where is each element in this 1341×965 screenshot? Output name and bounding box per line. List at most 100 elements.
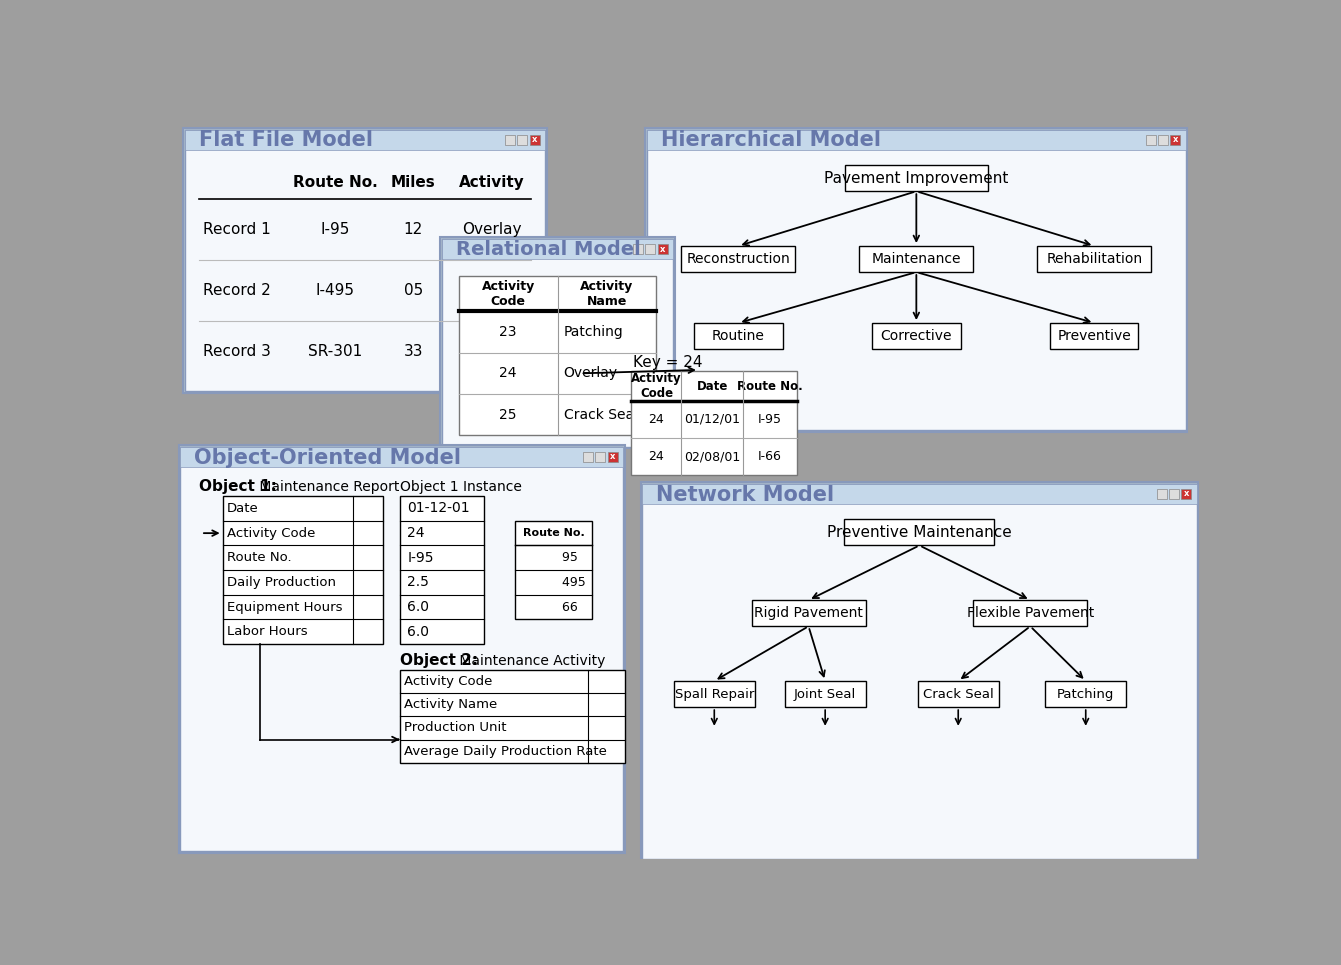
Text: Average Daily Production Rate: Average Daily Production Rate bbox=[404, 745, 607, 758]
FancyBboxPatch shape bbox=[645, 128, 1187, 431]
Text: Date: Date bbox=[227, 502, 259, 515]
Text: Miles: Miles bbox=[390, 175, 436, 189]
Text: 25: 25 bbox=[499, 407, 518, 422]
Text: Key = 24: Key = 24 bbox=[633, 355, 703, 370]
FancyBboxPatch shape bbox=[506, 135, 515, 145]
Text: Object-Oriented Model: Object-Oriented Model bbox=[194, 448, 461, 468]
Text: 24: 24 bbox=[408, 526, 425, 540]
FancyBboxPatch shape bbox=[845, 165, 987, 191]
Text: 6.0: 6.0 bbox=[408, 624, 429, 639]
Text: I-95: I-95 bbox=[408, 551, 434, 565]
Text: 23: 23 bbox=[499, 325, 518, 339]
Text: Preventive Maintenance: Preventive Maintenance bbox=[827, 525, 1012, 539]
Text: Routine: Routine bbox=[712, 329, 764, 343]
FancyBboxPatch shape bbox=[184, 128, 547, 393]
Text: Maintenance: Maintenance bbox=[872, 252, 961, 266]
Text: 24: 24 bbox=[649, 413, 664, 426]
FancyBboxPatch shape bbox=[1145, 135, 1156, 145]
FancyBboxPatch shape bbox=[633, 244, 642, 254]
FancyBboxPatch shape bbox=[223, 496, 382, 644]
Text: Hierarchical Model: Hierarchical Model bbox=[661, 130, 881, 151]
Text: Route No.: Route No. bbox=[227, 551, 292, 565]
Text: 6.0: 6.0 bbox=[408, 600, 429, 614]
Text: Patching: Patching bbox=[563, 325, 624, 339]
Text: x: x bbox=[1173, 135, 1179, 144]
Text: 2.5: 2.5 bbox=[408, 575, 429, 590]
Text: Activity
Code: Activity Code bbox=[632, 372, 681, 400]
FancyBboxPatch shape bbox=[632, 372, 797, 476]
Text: Labor Hours: Labor Hours bbox=[227, 625, 308, 638]
FancyBboxPatch shape bbox=[681, 246, 795, 272]
Text: 95: 95 bbox=[554, 551, 578, 565]
Text: 05: 05 bbox=[404, 283, 422, 298]
Text: I-495: I-495 bbox=[315, 283, 354, 298]
Text: Flat File Model: Flat File Model bbox=[198, 130, 373, 151]
Text: 24: 24 bbox=[649, 451, 664, 463]
FancyBboxPatch shape bbox=[1159, 135, 1168, 145]
FancyBboxPatch shape bbox=[443, 239, 673, 447]
Text: Route No.: Route No. bbox=[523, 528, 585, 538]
Text: x: x bbox=[1184, 489, 1189, 498]
Text: x: x bbox=[610, 453, 616, 461]
Text: Daily Production: Daily Production bbox=[227, 576, 337, 589]
Text: Object 1 Instance: Object 1 Instance bbox=[400, 480, 522, 494]
Text: Overlay: Overlay bbox=[563, 367, 618, 380]
FancyBboxPatch shape bbox=[1046, 681, 1126, 707]
FancyBboxPatch shape bbox=[1156, 489, 1167, 499]
FancyBboxPatch shape bbox=[440, 237, 675, 449]
Text: 12: 12 bbox=[404, 222, 422, 237]
FancyBboxPatch shape bbox=[872, 323, 960, 349]
FancyBboxPatch shape bbox=[400, 496, 484, 644]
FancyBboxPatch shape bbox=[784, 681, 865, 707]
FancyBboxPatch shape bbox=[1171, 135, 1180, 145]
Text: Route No.: Route No. bbox=[292, 175, 377, 189]
Text: x: x bbox=[660, 244, 665, 254]
Text: Rigid Pavement: Rigid Pavement bbox=[754, 606, 864, 620]
Text: x: x bbox=[532, 135, 538, 144]
FancyBboxPatch shape bbox=[1037, 246, 1151, 272]
FancyBboxPatch shape bbox=[459, 276, 656, 435]
Text: Rehabilitation: Rehabilitation bbox=[1046, 252, 1143, 266]
FancyBboxPatch shape bbox=[646, 129, 1185, 150]
Text: 02/08/01: 02/08/01 bbox=[684, 451, 740, 463]
Text: 24: 24 bbox=[499, 367, 518, 380]
Text: Crack Sealing: Crack Sealing bbox=[563, 407, 660, 422]
FancyBboxPatch shape bbox=[518, 135, 527, 145]
FancyBboxPatch shape bbox=[642, 483, 1196, 504]
Text: Pavement Improvement: Pavement Improvement bbox=[825, 171, 1008, 185]
FancyBboxPatch shape bbox=[180, 447, 624, 851]
FancyBboxPatch shape bbox=[443, 239, 673, 259]
Text: Record 1: Record 1 bbox=[202, 222, 271, 237]
Text: Equipment Hours: Equipment Hours bbox=[227, 600, 343, 614]
Text: Object 1:: Object 1: bbox=[200, 480, 278, 494]
FancyBboxPatch shape bbox=[751, 600, 865, 626]
FancyBboxPatch shape bbox=[917, 681, 999, 707]
Text: Joint Seal: Joint Seal bbox=[794, 688, 857, 701]
FancyBboxPatch shape bbox=[675, 681, 755, 707]
Text: Relational Model: Relational Model bbox=[456, 240, 641, 260]
Text: Date: Date bbox=[696, 379, 728, 393]
Text: 495: 495 bbox=[554, 576, 586, 589]
FancyBboxPatch shape bbox=[641, 482, 1198, 861]
Text: Route No.: Route No. bbox=[738, 379, 803, 393]
Text: 01/12/01: 01/12/01 bbox=[684, 413, 740, 426]
Text: Maintenance Activity: Maintenance Activity bbox=[455, 654, 606, 668]
Text: Patching: Patching bbox=[1057, 688, 1114, 701]
Text: Crack Seal: Crack Seal bbox=[923, 688, 994, 701]
FancyBboxPatch shape bbox=[974, 600, 1088, 626]
Text: Reconstruction: Reconstruction bbox=[687, 252, 790, 266]
Text: Activity Code: Activity Code bbox=[404, 676, 492, 688]
Text: SR-301: SR-301 bbox=[308, 345, 362, 359]
Text: I-95: I-95 bbox=[758, 413, 782, 426]
FancyBboxPatch shape bbox=[185, 129, 546, 150]
FancyBboxPatch shape bbox=[180, 447, 624, 467]
FancyBboxPatch shape bbox=[1169, 489, 1179, 499]
Text: I-95: I-95 bbox=[320, 222, 350, 237]
Text: Maintenance Report: Maintenance Report bbox=[255, 480, 400, 494]
FancyBboxPatch shape bbox=[185, 129, 546, 392]
FancyBboxPatch shape bbox=[1181, 489, 1191, 499]
Text: Overlay: Overlay bbox=[463, 222, 522, 237]
Text: Record 2: Record 2 bbox=[202, 283, 271, 298]
FancyBboxPatch shape bbox=[646, 129, 1185, 430]
FancyBboxPatch shape bbox=[400, 671, 625, 762]
